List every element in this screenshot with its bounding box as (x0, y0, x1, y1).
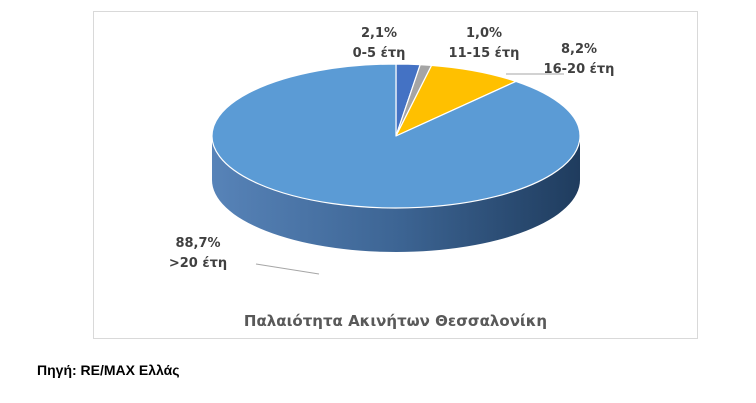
slice-labels: 2,1% 0-5 έτη 1,0% 11-15 έτη 8,2% 16-20 έτη 88,… (169, 26, 615, 271)
leader-line-3 (255, 263, 320, 275)
slice-value-label-0: 2,1% (361, 26, 397, 41)
pie-chart: 2,1% 0-5 έτη 1,0% 11-15 έτη 8,2% 16-20 έτη 88,… (169, 26, 615, 275)
pie-slices (211, 63, 581, 209)
source-note: Πηγή: RE/MAX Ελλάς (37, 362, 180, 378)
leader-lines (255, 73, 564, 275)
slice-value-label-3: 88,7% (175, 236, 220, 251)
slice-side-3 (212, 136, 580, 252)
chart-title: Παλαιότητα Ακινήτων Θεσσαλονίκη (243, 312, 548, 330)
slice-value-label-1: 1,0% (466, 26, 502, 41)
pie-depth (212, 136, 580, 252)
slice-category-label-1: 11-15 έτη (449, 46, 520, 61)
slice-3 (211, 63, 581, 209)
slice-category-label-2: 16-20 έτη (544, 62, 615, 77)
slice-2 (395, 64, 517, 137)
chart-area: 2,1% 0-5 έτη 1,0% 11-15 έτη 8,2% 16-20 έτη 88,… (93, 11, 698, 339)
slice-category-label-0: 0-5 έτη (353, 46, 406, 61)
slice-category-label-3: >20 έτη (169, 256, 227, 271)
slice-value-label-2: 8,2% (561, 42, 597, 57)
